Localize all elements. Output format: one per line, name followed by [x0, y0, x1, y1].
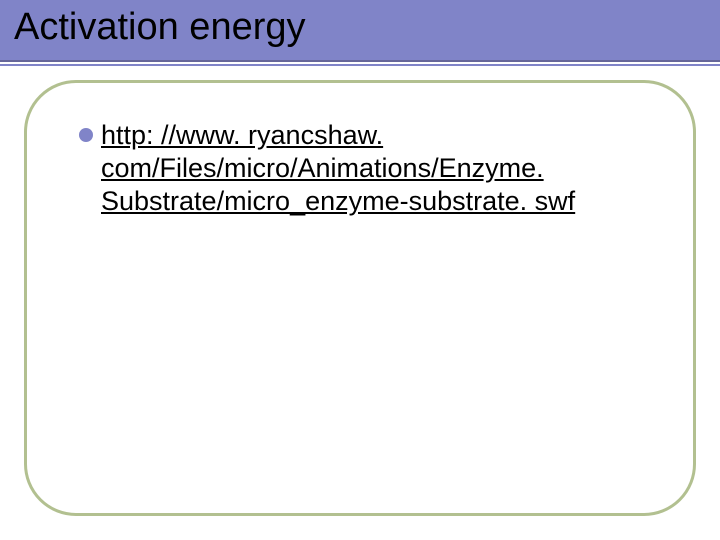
bullet-icon — [79, 128, 93, 142]
link-text[interactable]: http: //www. ryancshaw. com/Files/micro/… — [101, 119, 653, 218]
content-box: http: //www. ryancshaw. com/Files/micro/… — [24, 80, 696, 516]
slide-title: Activation energy — [14, 6, 306, 49]
list-item: http: //www. ryancshaw. com/Files/micro/… — [79, 119, 653, 218]
